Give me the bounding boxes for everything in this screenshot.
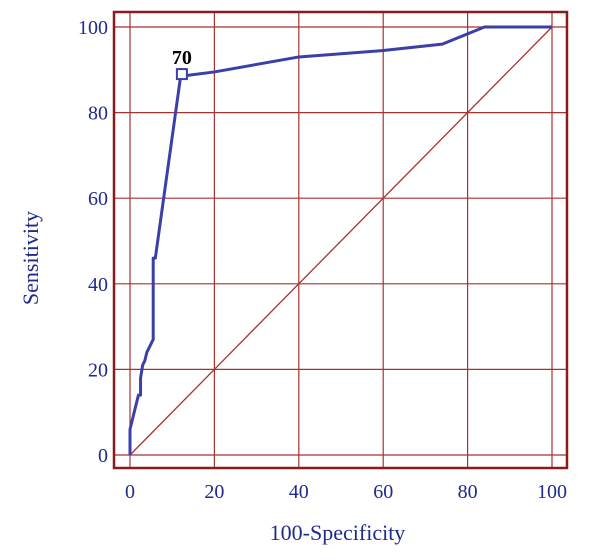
y-axis-title: Sensitivity bbox=[18, 211, 43, 305]
y-tick-label: 80 bbox=[88, 103, 108, 125]
y-tick-label: 20 bbox=[88, 359, 108, 381]
series bbox=[128, 25, 553, 456]
x-tick-label: 40 bbox=[289, 481, 309, 503]
y-tick-label: 40 bbox=[88, 274, 108, 296]
roc-curve-line bbox=[128, 25, 552, 455]
x-tick-label: 80 bbox=[458, 481, 478, 503]
x-axis-title: 100-Specificity bbox=[270, 520, 406, 545]
plot-frame bbox=[112, 10, 569, 470]
grid bbox=[114, 12, 567, 468]
y-tick-label: 60 bbox=[88, 188, 108, 210]
x-tick-label: 0 bbox=[125, 481, 135, 503]
criterion-label: 70 bbox=[172, 47, 192, 69]
x-tick-label: 60 bbox=[373, 481, 393, 503]
reference-diagonal-line bbox=[129, 26, 553, 456]
x-tick-label: 100 bbox=[537, 481, 567, 503]
x-tick-label: 20 bbox=[204, 481, 224, 503]
annotations: 70 bbox=[172, 47, 192, 81]
criterion-marker bbox=[175, 68, 188, 81]
y-tick-label: 100 bbox=[78, 17, 108, 39]
y-tick-label: 0 bbox=[98, 445, 108, 467]
tick-labels: 0 20 40 60 80 100 0 20 40 60 80 100 bbox=[78, 17, 567, 503]
